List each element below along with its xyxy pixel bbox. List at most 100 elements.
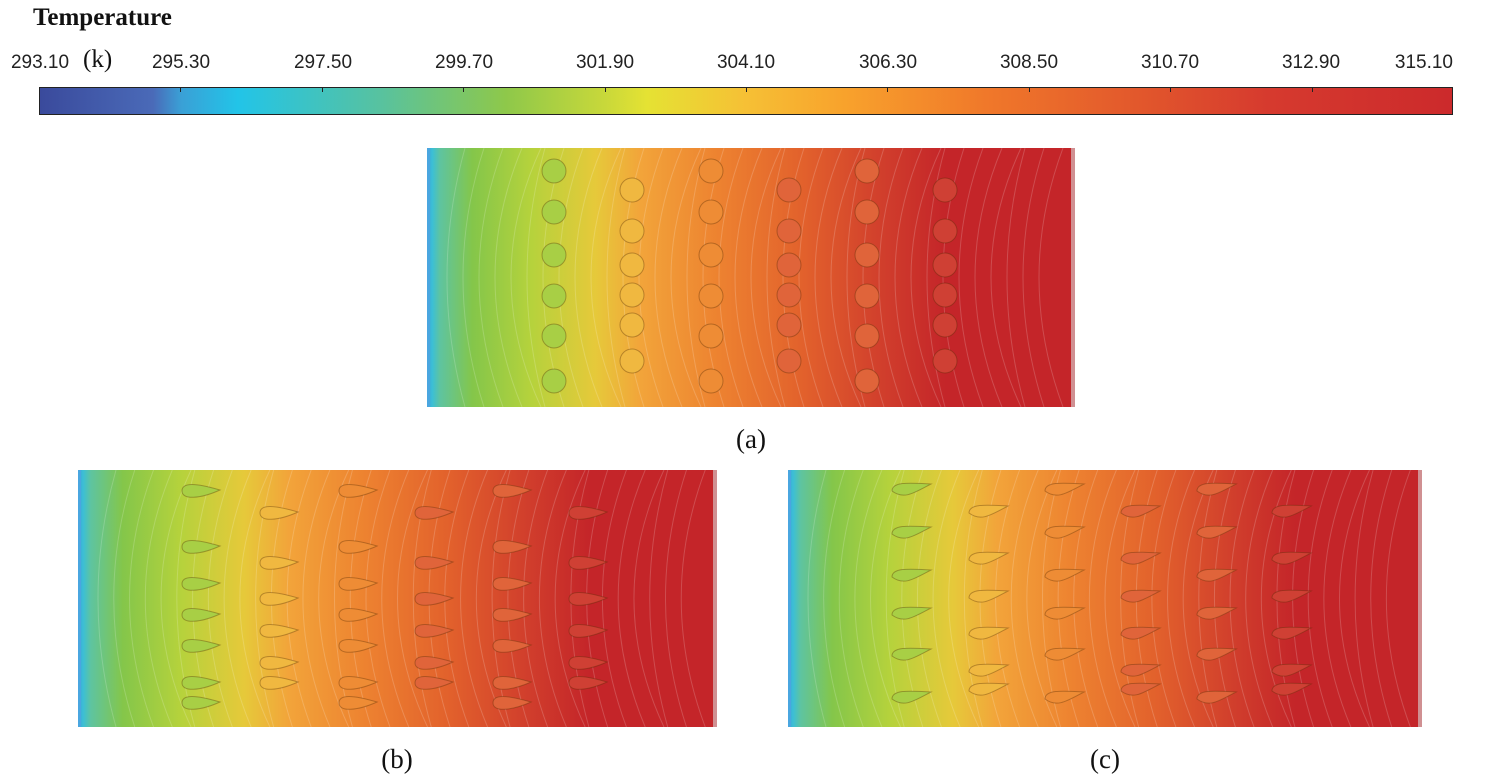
fin-teardrop [414,656,455,670]
fin-teardrop [338,696,379,710]
fin-teardrop [181,484,222,498]
colorbar-tick [180,87,182,92]
fin-circle [541,242,567,268]
contour-line [507,470,530,727]
contour-line [958,148,984,407]
contour-plot-a [427,148,1075,407]
fin-circle [854,199,880,225]
fin-teardrop [181,540,222,554]
fin-curved-teardrop [968,589,1010,603]
fin-teardrop [492,639,533,653]
contour-line [349,470,372,727]
contour-line [302,470,331,727]
fin-circle [541,323,567,349]
contour-line [814,148,843,407]
fin-teardrop [181,676,222,690]
fin-curved-teardrop [891,482,933,496]
contour-line [558,148,584,407]
legend-title: Temperature [33,4,172,31]
outlet-edge [1418,470,1422,727]
fin-curved-teardrop [1271,504,1313,518]
fin-teardrop [259,506,300,520]
contour-line [926,148,946,407]
fin-array [181,484,609,710]
fin-teardrop [414,676,455,690]
fin-circle [932,312,958,338]
contour-line [523,470,549,727]
fin-curved-teardrop [1120,589,1162,603]
contour-line [942,148,965,407]
fin-circle [854,158,880,184]
contour-line [554,470,586,727]
fin-teardrop [414,592,455,606]
fin-teardrop [492,696,533,710]
contour-line [510,148,542,407]
contour-line [1038,148,1064,407]
contour-line [932,470,961,727]
inlet-edge [78,470,81,727]
fin-curved-teardrop [1271,682,1313,696]
contour-line [1010,470,1039,727]
fin-curved-teardrop [1044,525,1086,539]
contour-line [654,148,683,407]
fin-teardrop [181,577,222,591]
fin-teardrop [568,592,609,606]
contour-line [1229,470,1255,727]
contour-line [1151,470,1177,727]
fin-teardrop [338,540,379,554]
fin-teardrop [568,624,609,638]
legend-unit: (k) [83,46,113,73]
fin-teardrop [568,676,609,690]
fin-teardrop [492,577,533,591]
fin-curved-teardrop [968,551,1010,565]
outlet-edge [1071,148,1075,407]
fin-curved-teardrop [1271,663,1313,677]
fin-circle [541,199,567,225]
fin-circle [932,348,958,374]
contour-line [160,470,192,727]
panel-a [427,148,1075,407]
fin-teardrop [259,656,300,670]
contour-line [686,148,706,407]
fin-curved-teardrop [891,568,933,582]
contour-line [734,148,763,407]
caption-a: (a) [736,424,766,454]
contour-line [948,470,980,727]
fin-circle [932,177,958,203]
fin-circle [619,218,645,244]
contour-plot-b [78,470,717,727]
contour-line [223,470,252,727]
fin-teardrop [259,624,300,638]
fin-teardrop [338,484,379,498]
fin-curved-teardrop [968,626,1010,640]
fin-teardrop [414,556,455,570]
contour-line [963,470,983,727]
fin-curved-teardrop [1196,690,1238,704]
contour-line [446,148,466,407]
colorbar-tick [746,87,747,92]
fin-array [541,158,958,394]
tick-label: 310.70 [1140,52,1200,73]
contour-line [1245,470,1274,727]
contour-line [574,148,603,407]
temperature-field [427,148,1075,407]
contour-line [750,148,782,407]
colorbar-tick [604,87,606,92]
contour-line [830,148,862,407]
fin-circle [854,323,880,349]
contour-line [239,470,271,727]
contour-line [255,470,275,727]
contour-line [1167,470,1195,727]
inlet-edge [427,148,430,407]
fin-circle [619,282,645,308]
contour-line [129,470,154,727]
contour-line [494,148,523,407]
contour-line [334,470,353,727]
contour-line [846,148,866,407]
temperature-field [788,470,1422,727]
contour-line [670,148,702,407]
contour-line [475,470,507,727]
contour-line [462,148,485,407]
fin-teardrop [568,556,609,570]
fin-curved-teardrop [1271,551,1313,565]
